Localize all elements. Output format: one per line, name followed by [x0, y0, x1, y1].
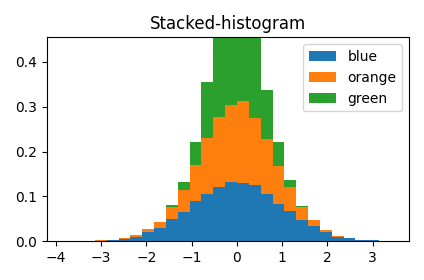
Bar	[142, 229, 154, 232]
Bar	[249, 185, 261, 241]
Bar	[332, 235, 343, 237]
Bar	[261, 139, 273, 194]
Bar	[343, 239, 355, 241]
Bar	[237, 0, 249, 101]
Bar	[142, 232, 154, 241]
Bar	[249, 31, 261, 118]
Bar	[119, 238, 130, 239]
Bar	[320, 230, 332, 232]
Bar	[225, 0, 237, 105]
Bar	[237, 183, 249, 241]
Title: Stacked-histogram: Stacked-histogram	[150, 15, 306, 33]
Bar	[190, 201, 201, 241]
Bar	[107, 240, 119, 241]
Bar	[166, 219, 178, 241]
Bar	[285, 180, 296, 187]
Bar	[166, 205, 178, 207]
Bar	[273, 166, 285, 204]
Bar	[178, 183, 190, 190]
Bar	[296, 220, 308, 241]
Bar	[225, 182, 237, 241]
Bar	[273, 142, 285, 166]
Bar	[273, 204, 285, 241]
Bar	[154, 228, 166, 241]
Bar	[355, 240, 367, 241]
Bar	[285, 211, 296, 241]
Bar	[178, 190, 190, 213]
Bar	[285, 187, 296, 211]
Bar	[190, 165, 201, 201]
Bar	[261, 194, 273, 241]
Bar	[130, 235, 142, 237]
Bar	[178, 213, 190, 241]
Bar	[261, 90, 273, 139]
Bar	[213, 187, 225, 241]
Bar	[190, 143, 201, 165]
Bar	[296, 206, 308, 207]
Bar	[130, 237, 142, 241]
Bar	[343, 238, 355, 239]
Bar	[154, 222, 166, 228]
Bar	[225, 105, 237, 182]
Bar	[119, 239, 130, 241]
Bar	[308, 220, 320, 227]
Bar	[296, 207, 308, 220]
Bar	[213, 32, 225, 117]
Bar	[308, 227, 320, 241]
Bar	[213, 117, 225, 187]
Bar	[320, 232, 332, 241]
Bar	[237, 101, 249, 183]
Legend: blue, orange, green: blue, orange, green	[303, 44, 402, 111]
Bar	[201, 82, 213, 138]
Bar	[201, 194, 213, 241]
Bar	[249, 118, 261, 185]
Bar	[201, 138, 213, 194]
Bar	[166, 207, 178, 219]
Bar	[332, 237, 343, 241]
